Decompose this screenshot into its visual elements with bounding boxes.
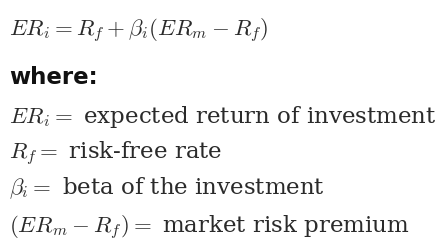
Text: $\beta_i = $ beta of the investment: $\beta_i = $ beta of the investment bbox=[9, 176, 325, 201]
Text: $ER_i = R_f + \beta_i(ER_m - R_f)$: $ER_i = R_f + \beta_i(ER_m - R_f)$ bbox=[9, 17, 268, 45]
Text: $ER_i = $ expected return of investment: $ER_i = $ expected return of investment bbox=[9, 104, 437, 130]
Text: where:: where: bbox=[9, 66, 97, 89]
Text: $R_f = $ risk-free rate: $R_f = $ risk-free rate bbox=[9, 140, 222, 168]
Text: $(ER_m - R_f) = $ market risk premium: $(ER_m - R_f) = $ market risk premium bbox=[9, 214, 409, 239]
